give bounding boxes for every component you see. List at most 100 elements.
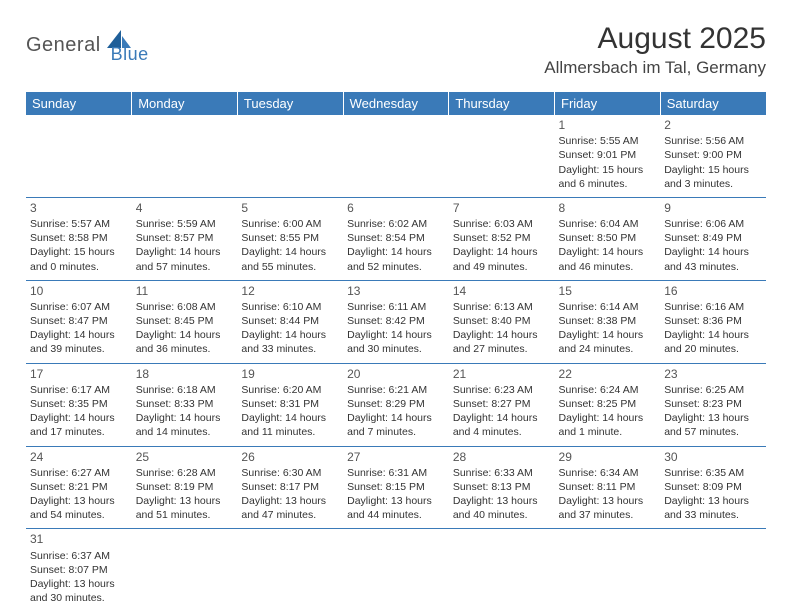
calendar-row: 24Sunrise: 6:27 AMSunset: 8:21 PMDayligh… — [26, 446, 766, 529]
calendar-cell: 15Sunrise: 6:14 AMSunset: 8:38 PMDayligh… — [555, 280, 661, 363]
calendar-cell: 31Sunrise: 6:37 AMSunset: 8:07 PMDayligh… — [26, 529, 132, 611]
sunrise-text: Sunrise: 6:00 AM — [241, 217, 339, 231]
daylight-text: Daylight: 14 hours — [559, 328, 657, 342]
sunset-text: Sunset: 8:35 PM — [30, 397, 128, 411]
sunrise-text: Sunrise: 6:35 AM — [664, 466, 762, 480]
calendar-cell: 12Sunrise: 6:10 AMSunset: 8:44 PMDayligh… — [237, 280, 343, 363]
day-number: 16 — [664, 283, 762, 299]
sunset-text: Sunset: 8:11 PM — [559, 480, 657, 494]
daylight-text: Daylight: 14 hours — [664, 328, 762, 342]
sunrise-text: Sunrise: 5:57 AM — [30, 217, 128, 231]
day-number: 25 — [136, 449, 234, 465]
daylight-text: and 30 minutes. — [30, 591, 128, 605]
logo-text-general: General — [26, 34, 101, 57]
sunset-text: Sunset: 8:21 PM — [30, 480, 128, 494]
calendar-cell: 3Sunrise: 5:57 AMSunset: 8:58 PMDaylight… — [26, 197, 132, 280]
sunrise-text: Sunrise: 6:03 AM — [453, 217, 551, 231]
calendar-cell: 7Sunrise: 6:03 AMSunset: 8:52 PMDaylight… — [449, 197, 555, 280]
weekday-header: Thursday — [449, 92, 555, 115]
sunrise-text: Sunrise: 6:14 AM — [559, 300, 657, 314]
day-number: 28 — [453, 449, 551, 465]
sunset-text: Sunset: 8:54 PM — [347, 231, 445, 245]
day-number: 20 — [347, 366, 445, 382]
sunset-text: Sunset: 8:25 PM — [559, 397, 657, 411]
day-number: 10 — [30, 283, 128, 299]
day-number: 5 — [241, 200, 339, 216]
day-number: 24 — [30, 449, 128, 465]
day-number: 11 — [136, 283, 234, 299]
day-number: 14 — [453, 283, 551, 299]
daylight-text: and 51 minutes. — [136, 508, 234, 522]
day-number: 27 — [347, 449, 445, 465]
daylight-text: Daylight: 14 hours — [136, 411, 234, 425]
sunset-text: Sunset: 8:40 PM — [453, 314, 551, 328]
day-number: 29 — [559, 449, 657, 465]
day-number: 15 — [559, 283, 657, 299]
daylight-text: and 39 minutes. — [30, 342, 128, 356]
calendar-cell: 26Sunrise: 6:30 AMSunset: 8:17 PMDayligh… — [237, 446, 343, 529]
daylight-text: Daylight: 13 hours — [30, 494, 128, 508]
calendar-cell-empty — [132, 115, 238, 197]
day-number: 13 — [347, 283, 445, 299]
daylight-text: and 30 minutes. — [347, 342, 445, 356]
daylight-text: Daylight: 13 hours — [347, 494, 445, 508]
sunrise-text: Sunrise: 6:18 AM — [136, 383, 234, 397]
sunset-text: Sunset: 8:13 PM — [453, 480, 551, 494]
logo: General Blue — [26, 26, 149, 65]
sunset-text: Sunset: 8:38 PM — [559, 314, 657, 328]
daylight-text: Daylight: 14 hours — [136, 245, 234, 259]
daylight-text: and 37 minutes. — [559, 508, 657, 522]
calendar-cell: 22Sunrise: 6:24 AMSunset: 8:25 PMDayligh… — [555, 363, 661, 446]
daylight-text: and 27 minutes. — [453, 342, 551, 356]
daylight-text: and 57 minutes. — [136, 260, 234, 274]
calendar-cell: 13Sunrise: 6:11 AMSunset: 8:42 PMDayligh… — [343, 280, 449, 363]
sunrise-text: Sunrise: 6:28 AM — [136, 466, 234, 480]
calendar-cell-empty — [343, 529, 449, 611]
daylight-text: Daylight: 13 hours — [559, 494, 657, 508]
day-number: 18 — [136, 366, 234, 382]
daylight-text: and 36 minutes. — [136, 342, 234, 356]
sunrise-text: Sunrise: 5:56 AM — [664, 134, 762, 148]
sunrise-text: Sunrise: 6:24 AM — [559, 383, 657, 397]
header: General Blue August 2025 Allmersbach im … — [26, 22, 766, 78]
daylight-text: and 7 minutes. — [347, 425, 445, 439]
daylight-text: Daylight: 14 hours — [453, 245, 551, 259]
calendar-cell: 20Sunrise: 6:21 AMSunset: 8:29 PMDayligh… — [343, 363, 449, 446]
sunset-text: Sunset: 8:31 PM — [241, 397, 339, 411]
calendar-row: 1Sunrise: 5:55 AMSunset: 9:01 PMDaylight… — [26, 115, 766, 197]
day-number: 7 — [453, 200, 551, 216]
day-number: 21 — [453, 366, 551, 382]
calendar-cell: 29Sunrise: 6:34 AMSunset: 8:11 PMDayligh… — [555, 446, 661, 529]
day-number: 1 — [559, 117, 657, 133]
daylight-text: and 33 minutes. — [664, 508, 762, 522]
daylight-text: Daylight: 14 hours — [559, 411, 657, 425]
weekday-header: Wednesday — [343, 92, 449, 115]
daylight-text: Daylight: 15 hours — [30, 245, 128, 259]
daylight-text: Daylight: 14 hours — [30, 328, 128, 342]
sunrise-text: Sunrise: 6:33 AM — [453, 466, 551, 480]
daylight-text: and 24 minutes. — [559, 342, 657, 356]
calendar-cell: 18Sunrise: 6:18 AMSunset: 8:33 PMDayligh… — [132, 363, 238, 446]
sunrise-text: Sunrise: 6:06 AM — [664, 217, 762, 231]
calendar-cell-empty — [449, 115, 555, 197]
calendar-cell: 24Sunrise: 6:27 AMSunset: 8:21 PMDayligh… — [26, 446, 132, 529]
calendar-row: 10Sunrise: 6:07 AMSunset: 8:47 PMDayligh… — [26, 280, 766, 363]
sunset-text: Sunset: 9:01 PM — [559, 148, 657, 162]
daylight-text: Daylight: 14 hours — [30, 411, 128, 425]
daylight-text: and 57 minutes. — [664, 425, 762, 439]
sunrise-text: Sunrise: 6:10 AM — [241, 300, 339, 314]
daylight-text: Daylight: 13 hours — [453, 494, 551, 508]
calendar-cell-empty — [132, 529, 238, 611]
calendar-cell: 9Sunrise: 6:06 AMSunset: 8:49 PMDaylight… — [660, 197, 766, 280]
sunset-text: Sunset: 8:36 PM — [664, 314, 762, 328]
daylight-text: Daylight: 15 hours — [664, 163, 762, 177]
daylight-text: and 6 minutes. — [559, 177, 657, 191]
sunrise-text: Sunrise: 6:25 AM — [664, 383, 762, 397]
daylight-text: and 20 minutes. — [664, 342, 762, 356]
calendar-row: 17Sunrise: 6:17 AMSunset: 8:35 PMDayligh… — [26, 363, 766, 446]
daylight-text: and 47 minutes. — [241, 508, 339, 522]
sunrise-text: Sunrise: 6:23 AM — [453, 383, 551, 397]
sunset-text: Sunset: 8:15 PM — [347, 480, 445, 494]
daylight-text: Daylight: 14 hours — [241, 411, 339, 425]
calendar-cell: 27Sunrise: 6:31 AMSunset: 8:15 PMDayligh… — [343, 446, 449, 529]
